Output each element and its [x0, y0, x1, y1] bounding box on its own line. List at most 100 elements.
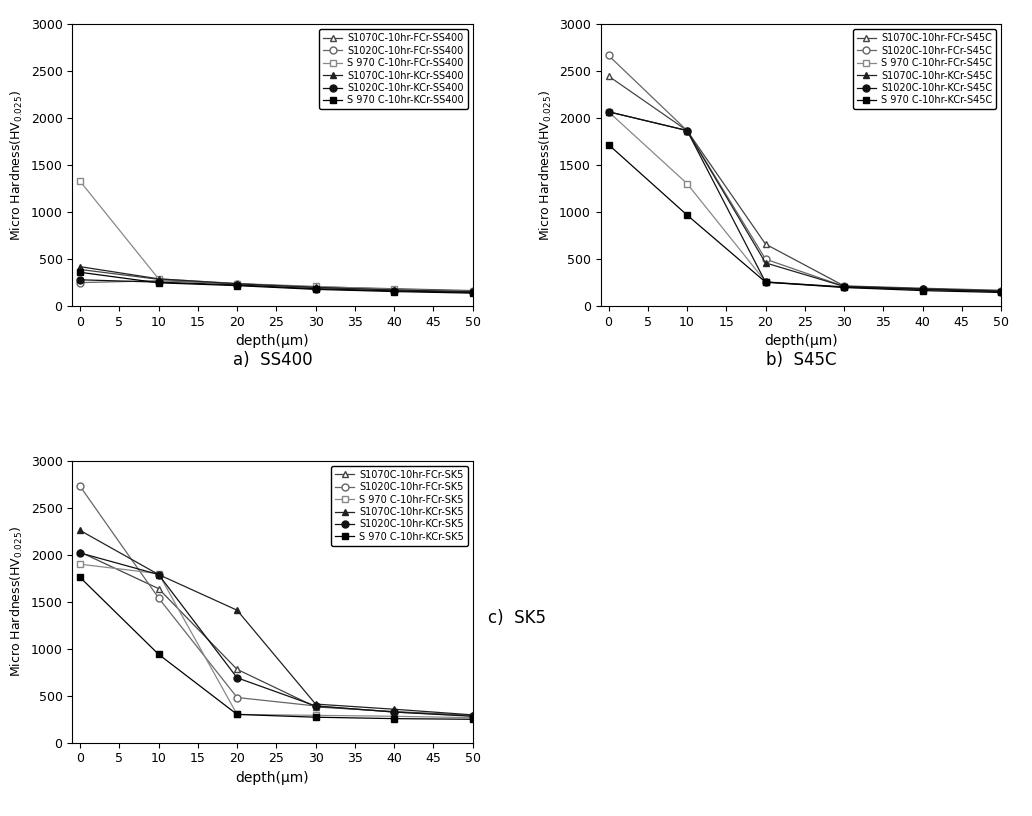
S1020C-10hr-KCr-S45C: [603, 107, 615, 117]
X-axis label: depth(μm): depth(μm): [235, 771, 310, 785]
S 970 C-10hr-FCr-SK5: [310, 711, 322, 721]
S 970 C-10hr-FCr-SS400: [466, 287, 479, 297]
S 970 C-10hr-FCr-S45C: [916, 285, 929, 295]
S1070C-10hr-FCr-SS400: [231, 279, 244, 289]
S1070C-10hr-FCr-S45C: [838, 281, 850, 290]
S1020C-10hr-FCr-S45C: [760, 255, 772, 264]
S1020C-10hr-FCr-SS400: [231, 278, 244, 288]
S1020C-10hr-KCr-SK5: [231, 673, 244, 683]
S1020C-10hr-KCr-SK5: [466, 712, 479, 721]
S 970 C-10hr-FCr-S45C: [603, 107, 615, 117]
S1020C-10hr-FCr-S45C: [603, 51, 615, 60]
S1070C-10hr-FCr-SK5: [466, 711, 479, 721]
S1020C-10hr-FCr-SK5: [466, 711, 479, 721]
S 970 C-10hr-FCr-SS400: [310, 282, 322, 291]
S1020C-10hr-KCr-S45C: [838, 282, 850, 292]
S 970 C-10hr-FCr-SK5: [231, 709, 244, 719]
S 970 C-10hr-FCr-SS400: [153, 274, 165, 284]
Line: S 970 C-10hr-FCr-S45C: S 970 C-10hr-FCr-S45C: [605, 109, 1004, 295]
Line: S1020C-10hr-KCr-SS400: S1020C-10hr-KCr-SS400: [76, 277, 476, 296]
S1070C-10hr-FCr-SS400: [388, 284, 400, 294]
Text: a)  SS400: a) SS400: [232, 351, 313, 369]
S1020C-10hr-KCr-S45C: [995, 286, 1007, 296]
S1070C-10hr-FCr-S45C: [760, 239, 772, 249]
Line: S 970 C-10hr-FCr-SS400: S 970 C-10hr-FCr-SS400: [76, 178, 476, 295]
S 970 C-10hr-KCr-S45C: [916, 286, 929, 295]
S 970 C-10hr-KCr-S45C: [681, 211, 694, 220]
Line: S1020C-10hr-FCr-SS400: S1020C-10hr-FCr-SS400: [76, 277, 476, 295]
S1070C-10hr-FCr-SK5: [74, 547, 87, 557]
S1020C-10hr-FCr-SS400: [388, 285, 400, 295]
S1070C-10hr-KCr-SK5: [388, 704, 400, 714]
Line: S1070C-10hr-KCr-S45C: S1070C-10hr-KCr-S45C: [605, 109, 1004, 295]
S1020C-10hr-FCr-SK5: [310, 701, 322, 711]
S 970 C-10hr-KCr-SS400: [231, 281, 244, 290]
Line: S 970 C-10hr-KCr-SK5: S 970 C-10hr-KCr-SK5: [76, 574, 476, 723]
Line: S1020C-10hr-FCr-S45C: S1020C-10hr-FCr-S45C: [605, 52, 1004, 295]
S1020C-10hr-FCr-S45C: [681, 126, 694, 135]
S 970 C-10hr-KCr-SS400: [74, 268, 87, 277]
S1070C-10hr-KCr-SS400: [388, 285, 400, 295]
S1020C-10hr-FCr-S45C: [995, 286, 1007, 295]
S1020C-10hr-FCr-SK5: [74, 481, 87, 491]
S 970 C-10hr-FCr-S45C: [681, 179, 694, 188]
S 970 C-10hr-KCr-S45C: [995, 287, 1007, 297]
S1020C-10hr-FCr-SS400: [310, 283, 322, 293]
S1020C-10hr-KCr-SS400: [310, 284, 322, 294]
S1070C-10hr-KCr-SS400: [74, 262, 87, 272]
S 970 C-10hr-FCr-S45C: [995, 286, 1007, 296]
S1020C-10hr-FCr-SS400: [74, 277, 87, 287]
S1020C-10hr-KCr-S45C: [681, 126, 694, 135]
S1020C-10hr-KCr-SK5: [310, 701, 322, 711]
S1070C-10hr-KCr-SK5: [153, 570, 165, 579]
S1070C-10hr-KCr-SS400: [466, 287, 479, 297]
S1020C-10hr-KCr-SK5: [388, 707, 400, 717]
S1070C-10hr-FCr-SS400: [74, 264, 87, 274]
S 970 C-10hr-KCr-SK5: [310, 712, 322, 722]
Y-axis label: Micro Hardness(HV$_{0.025}$): Micro Hardness(HV$_{0.025}$): [9, 526, 25, 677]
S1070C-10hr-KCr-SK5: [231, 605, 244, 615]
Line: S1020C-10hr-KCr-SK5: S1020C-10hr-KCr-SK5: [76, 549, 476, 720]
X-axis label: depth(μm): depth(μm): [235, 335, 310, 348]
S 970 C-10hr-FCr-SK5: [388, 712, 400, 721]
Text: b)  S45C: b) S45C: [766, 351, 836, 369]
S1070C-10hr-FCr-SK5: [388, 707, 400, 716]
S1070C-10hr-FCr-S45C: [995, 286, 1007, 295]
S1070C-10hr-FCr-SS400: [310, 282, 322, 292]
S1020C-10hr-FCr-S45C: [916, 284, 929, 294]
S1020C-10hr-FCr-SK5: [153, 593, 165, 603]
Y-axis label: Micro Hardness(HV$_{0.025}$): Micro Hardness(HV$_{0.025}$): [538, 90, 553, 241]
S1020C-10hr-KCr-SS400: [231, 280, 244, 290]
S1020C-10hr-FCr-SS400: [466, 286, 479, 296]
S 970 C-10hr-KCr-SK5: [74, 573, 87, 583]
S1020C-10hr-KCr-SS400: [466, 287, 479, 297]
S 970 C-10hr-KCr-SK5: [153, 650, 165, 659]
S1070C-10hr-FCr-SK5: [310, 702, 322, 712]
S1070C-10hr-KCr-SK5: [310, 699, 322, 709]
S1070C-10hr-KCr-S45C: [603, 107, 615, 117]
S1020C-10hr-FCr-S45C: [838, 282, 850, 291]
S 970 C-10hr-KCr-SS400: [153, 278, 165, 288]
Line: S1070C-10hr-FCr-SK5: S1070C-10hr-FCr-SK5: [76, 548, 476, 719]
S 970 C-10hr-KCr-S45C: [838, 282, 850, 292]
S 970 C-10hr-KCr-SK5: [466, 714, 479, 724]
S1070C-10hr-KCr-SK5: [466, 710, 479, 720]
S1020C-10hr-KCr-SS400: [388, 286, 400, 295]
S1020C-10hr-KCr-SK5: [153, 570, 165, 579]
S 970 C-10hr-FCr-SS400: [74, 176, 87, 186]
Line: S 970 C-10hr-FCr-SK5: S 970 C-10hr-FCr-SK5: [76, 561, 476, 721]
S1020C-10hr-FCr-SS400: [153, 276, 165, 286]
S1070C-10hr-KCr-SK5: [74, 526, 87, 535]
S1020C-10hr-FCr-SK5: [231, 693, 244, 703]
S 970 C-10hr-KCr-SK5: [231, 709, 244, 719]
S 970 C-10hr-KCr-SS400: [388, 286, 400, 296]
S1070C-10hr-KCr-SS400: [231, 279, 244, 289]
Line: S1070C-10hr-KCr-SK5: S1070C-10hr-KCr-SK5: [76, 527, 476, 718]
S 970 C-10hr-FCr-S45C: [760, 277, 772, 286]
S1070C-10hr-KCr-S45C: [995, 286, 1007, 296]
S 970 C-10hr-KCr-SS400: [310, 285, 322, 295]
Line: S1020C-10hr-KCr-S45C: S1020C-10hr-KCr-S45C: [605, 109, 1004, 295]
S1070C-10hr-KCr-S45C: [838, 282, 850, 291]
S1020C-10hr-KCr-SS400: [153, 277, 165, 287]
Line: S1020C-10hr-FCr-SK5: S1020C-10hr-FCr-SK5: [76, 483, 476, 719]
